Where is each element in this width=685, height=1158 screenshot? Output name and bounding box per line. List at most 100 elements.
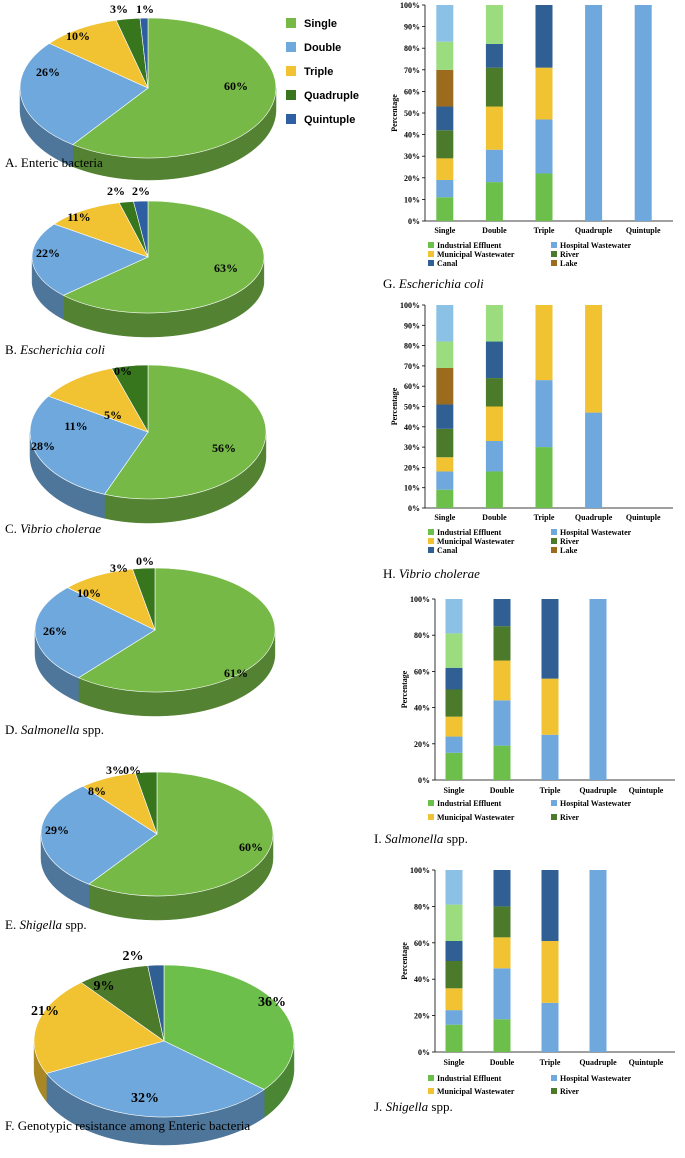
y-axis-label: Percentage bbox=[400, 670, 409, 708]
legend-swatch bbox=[428, 1088, 434, 1094]
y-axis-label: Percentage bbox=[390, 387, 399, 425]
pie-chart-D: 61% 26% 10% 3% 0% D. Salmonella spp. bbox=[5, 554, 276, 737]
legend-swatch bbox=[428, 1075, 434, 1081]
pie-label: 29% bbox=[45, 823, 69, 837]
pie-label: 5% bbox=[104, 408, 122, 422]
y-tick-label: 90% bbox=[404, 23, 420, 32]
legend-swatch bbox=[286, 90, 296, 100]
pie-slice bbox=[88, 771, 274, 897]
pie-slice bbox=[40, 785, 158, 885]
y-tick-label: 20% bbox=[414, 740, 430, 749]
bar-segment bbox=[541, 678, 559, 735]
y-tick-label: 40% bbox=[414, 704, 430, 713]
y-tick-label: 0% bbox=[408, 504, 420, 513]
pie-label: 60% bbox=[239, 840, 263, 854]
caption-C: C. Vibrio cholerae bbox=[5, 521, 101, 536]
caption-G: G. Escherichia coli bbox=[383, 276, 484, 291]
bar-segment bbox=[485, 43, 503, 68]
caption-E: E. Shigella spp. bbox=[5, 917, 87, 932]
bar-segment bbox=[436, 5, 454, 42]
pie-label: 2% bbox=[132, 184, 150, 198]
bar-segment bbox=[493, 626, 511, 661]
bar-segment bbox=[445, 736, 463, 753]
bar-segment bbox=[485, 441, 503, 472]
legend-swatch bbox=[551, 814, 557, 820]
y-tick-label: 40% bbox=[404, 423, 420, 432]
y-tick-label: 0% bbox=[418, 1048, 430, 1057]
bar-segment bbox=[493, 870, 511, 907]
pie-slice bbox=[34, 587, 156, 679]
pie-chart-A: 60% 26% 10% 3% 1% A. Enteric bacteria bbox=[5, 2, 277, 181]
bar-segment bbox=[445, 599, 463, 634]
bar-segment bbox=[493, 599, 511, 627]
legend-label: Lake bbox=[560, 259, 578, 268]
pie-slice bbox=[163, 964, 295, 1090]
caption-B: B. Escherichia coli bbox=[5, 342, 105, 357]
bar-segment bbox=[436, 489, 454, 508]
legend-swatch bbox=[286, 18, 296, 28]
legend-swatch bbox=[428, 814, 434, 820]
x-tick-label: Quintuple bbox=[626, 226, 661, 235]
x-tick-label: Triple bbox=[534, 513, 555, 522]
y-tick-label: 0% bbox=[418, 776, 430, 785]
y-tick-label: 50% bbox=[404, 403, 420, 412]
bar-segment bbox=[485, 5, 503, 44]
bar-segment bbox=[535, 305, 553, 381]
legend-label: Industrial Effluent bbox=[437, 241, 502, 250]
pie-label: 2% bbox=[107, 184, 125, 198]
x-tick-label: Quintuple bbox=[629, 1058, 664, 1067]
x-tick-label: Single bbox=[434, 226, 455, 235]
y-tick-label: 100% bbox=[400, 301, 420, 310]
pie-slice bbox=[47, 367, 149, 433]
caption-F: F. Genotypic resistance among Enteric ba… bbox=[5, 1118, 250, 1133]
bar-segment bbox=[445, 689, 463, 717]
legend-swatch bbox=[428, 800, 434, 806]
legend-label: Industrial Effluent bbox=[437, 528, 502, 537]
legend-swatch bbox=[428, 547, 434, 553]
x-tick-label: Quintuple bbox=[629, 786, 664, 795]
legend-swatch bbox=[551, 538, 557, 544]
bar-segment bbox=[436, 404, 454, 429]
legend-swatch bbox=[428, 251, 434, 257]
legend-label: Hospital Wastewater bbox=[560, 528, 632, 537]
pie-slice bbox=[77, 567, 276, 693]
legend-label: Hospital Wastewater bbox=[560, 1074, 632, 1083]
legend-swatch bbox=[551, 800, 557, 806]
bar-segment bbox=[535, 67, 553, 120]
y-tick-label: 10% bbox=[404, 484, 420, 493]
x-tick-label: Double bbox=[490, 786, 515, 795]
pie-slice bbox=[31, 223, 149, 296]
y-tick-label: 100% bbox=[410, 866, 430, 875]
bar-segment bbox=[445, 904, 463, 941]
pie-chart-B: 63% 22% 11% 2% 2% B. Escherichia coli bbox=[5, 184, 265, 357]
pie-label: 0% bbox=[123, 763, 141, 777]
legend-label: Single bbox=[304, 18, 337, 30]
legend-label: Municipal Wastewater bbox=[437, 813, 515, 822]
y-tick-label: 70% bbox=[404, 362, 420, 371]
bar-segment bbox=[493, 1019, 511, 1052]
bar-segment bbox=[493, 700, 511, 746]
legend-swatch bbox=[551, 260, 557, 266]
pie-slice bbox=[72, 17, 277, 159]
legend-label: River bbox=[560, 250, 580, 259]
legend-label: Double bbox=[304, 42, 341, 54]
legend-label: River bbox=[560, 1087, 580, 1096]
bar-segment bbox=[535, 447, 553, 508]
legend-label: Quadruple bbox=[304, 90, 359, 102]
pie-chart-F: 36% 32% 21% 9% 2% F. Genotypic resistance amo… bbox=[5, 949, 295, 1146]
y-tick-label: 60% bbox=[414, 939, 430, 948]
bar-segment bbox=[485, 67, 503, 107]
bar-segment bbox=[493, 660, 511, 701]
bar-segment bbox=[541, 870, 559, 941]
caption-A: A. Enteric bacteria bbox=[5, 155, 103, 170]
pie-slice bbox=[134, 771, 158, 835]
pie-label: 11% bbox=[64, 419, 87, 433]
bar-segment bbox=[436, 197, 454, 221]
pie-label: 22% bbox=[36, 246, 60, 260]
y-tick-label: 20% bbox=[404, 463, 420, 472]
legend-swatch bbox=[551, 242, 557, 248]
bar-segment bbox=[585, 412, 603, 508]
pie-label: 63% bbox=[214, 261, 238, 275]
bar-segment bbox=[436, 457, 454, 472]
pie-label: 3% bbox=[110, 561, 128, 575]
